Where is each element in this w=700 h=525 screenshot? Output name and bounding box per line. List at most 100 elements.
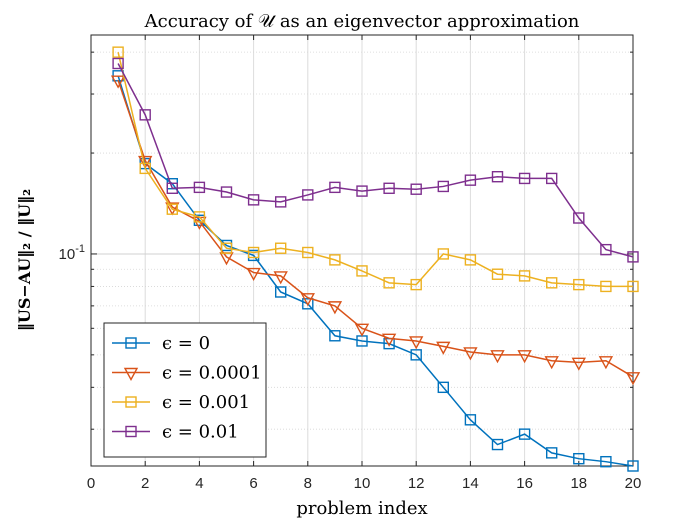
data-point [518,172,531,185]
data-point [110,75,126,89]
data-point [546,447,558,459]
data-point [356,265,368,277]
data-point [627,280,639,293]
data-point [275,242,287,254]
data-point [166,203,179,215]
x-tick-label: 8 [304,475,312,492]
legend-marker [125,337,137,349]
data-point [112,46,124,58]
x-tick-label: 16 [516,475,533,492]
data-point [383,277,395,289]
data-point [300,293,315,307]
legend-item: ϵ = 0.001 [112,392,250,413]
data-point [627,251,639,263]
data-point [112,57,124,70]
data-point [381,333,397,347]
data-point [329,181,341,194]
data-point [139,109,151,121]
x-tick-label: 6 [249,475,257,492]
data-point [573,278,585,291]
x-tick-label: 10 [354,475,371,492]
data-point [627,460,639,472]
data-point [436,341,451,355]
data-point [220,242,233,254]
data-point [327,301,343,315]
legend-label: ϵ = 0 [162,333,210,354]
legend-item: ϵ = 0.01 [112,422,239,443]
data-point [302,298,314,310]
legend-item: ϵ = 0 [112,333,210,354]
series-1 [110,75,641,386]
data-point [464,174,477,186]
data-point [518,270,531,282]
data-point [410,183,422,195]
data-point [275,196,287,208]
data-point [247,194,260,206]
data-point [437,180,449,193]
data-point [546,172,558,185]
data-point [302,246,314,259]
x-axis-label: problem index [296,498,427,519]
data-point [410,278,422,291]
data-point [490,350,505,364]
x-tick-label: 0 [87,475,95,492]
x-tick-label: 12 [408,475,425,492]
y-tick-label: 10-1 [59,243,85,263]
data-point [329,254,341,266]
data-point [437,248,449,260]
legend-label: ϵ = 0.0001 [162,363,262,384]
x-tick-label: 20 [625,475,642,492]
legend-marker [123,367,139,381]
legend-marker [125,396,137,408]
data-point [571,357,586,371]
data-point [354,323,370,337]
data-point [544,356,559,370]
data-point [625,372,641,386]
data-point [383,182,395,194]
data-point [491,171,504,183]
data-point [193,211,206,223]
data-point [600,243,612,256]
data-point [165,202,180,216]
data-point [518,428,531,440]
legend-marker [125,425,137,438]
data-point [600,280,612,293]
data-point [329,330,341,342]
legend-item: ϵ = 0.0001 [112,363,262,384]
data-point [464,414,477,426]
data-point [491,268,504,280]
data-point [247,246,260,259]
legend: ϵ = 0 ϵ = 0.0001 ϵ = 0.001 ϵ = 0.01 [103,322,267,458]
data-point [138,155,153,169]
legend-label: ϵ = 0.001 [162,392,250,413]
legend-box [103,322,267,458]
x-tick-label: 4 [195,475,203,492]
data-point [220,186,233,198]
x-tick-label: 14 [462,475,479,492]
x-tick-label: 2 [141,475,149,492]
data-point [246,267,261,282]
data-point [464,254,477,266]
x-tick-label: 18 [570,475,587,492]
data-point [546,277,558,289]
data-point [437,381,449,394]
series-2 [112,46,639,293]
chart-title: Accuracy of 𝒰 as an eigenvector approxim… [144,11,580,32]
data-point [356,185,368,197]
legend-label: ϵ = 0.01 [162,422,239,443]
data-point [410,349,422,361]
data-point [573,452,585,465]
data-point [273,271,288,285]
data-point [193,181,206,194]
data-point [139,162,151,175]
data-point [302,189,314,201]
data-point [275,286,287,298]
data-point [600,455,612,468]
series-3 [112,57,639,263]
data-point [517,350,532,364]
data-point [573,212,585,224]
data-point [166,182,179,194]
y-axis-label: ‖US−AU‖₂ / ‖U‖₂ [15,189,34,331]
data-point [409,336,424,350]
